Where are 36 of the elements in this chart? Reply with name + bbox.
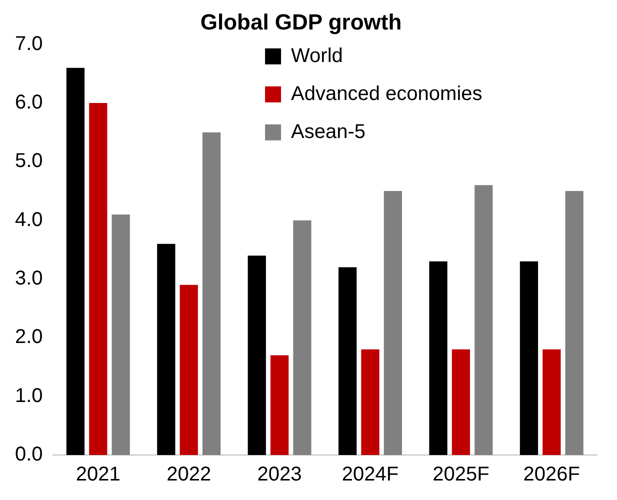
bar [66,68,85,455]
bar [202,132,221,455]
x-tick-label: 2023 [257,464,302,486]
y-tick-label: 2.0 [14,326,43,348]
bar [452,349,470,455]
chart-title: Global GDP growth [200,9,402,34]
bar [180,284,198,455]
bar [270,355,289,455]
legend-label: Advanced economies [291,82,482,105]
bar [384,191,402,455]
x-tick-label: 2026F [523,464,580,486]
bar [112,214,130,455]
y-tick-label: 7.0 [14,32,43,55]
bar [474,185,493,455]
bar [293,220,312,455]
y-tick-label: 3.0 [14,268,43,290]
bar [429,261,448,455]
y-tick-label: 1.0 [14,384,43,407]
bar [89,103,108,455]
x-tick-label: 2024F [342,464,399,486]
legend-label: Asean-5 [291,120,366,143]
bar [361,349,380,455]
y-tick-label: 6.0 [14,92,43,114]
bar [248,256,266,455]
y-tick-label: 0.0 [14,444,43,466]
bar [565,191,584,455]
bar [157,244,176,455]
x-tick-label: 2022 [166,464,212,486]
bar [520,261,538,455]
bar [542,349,561,455]
bar [338,267,357,455]
legend-label: World [291,44,343,67]
y-tick-label: 4.0 [14,208,43,231]
x-tick-label: 2025F [432,464,490,486]
y-tick-label: 5.0 [14,150,43,172]
x-tick-label: 2021 [76,464,120,486]
